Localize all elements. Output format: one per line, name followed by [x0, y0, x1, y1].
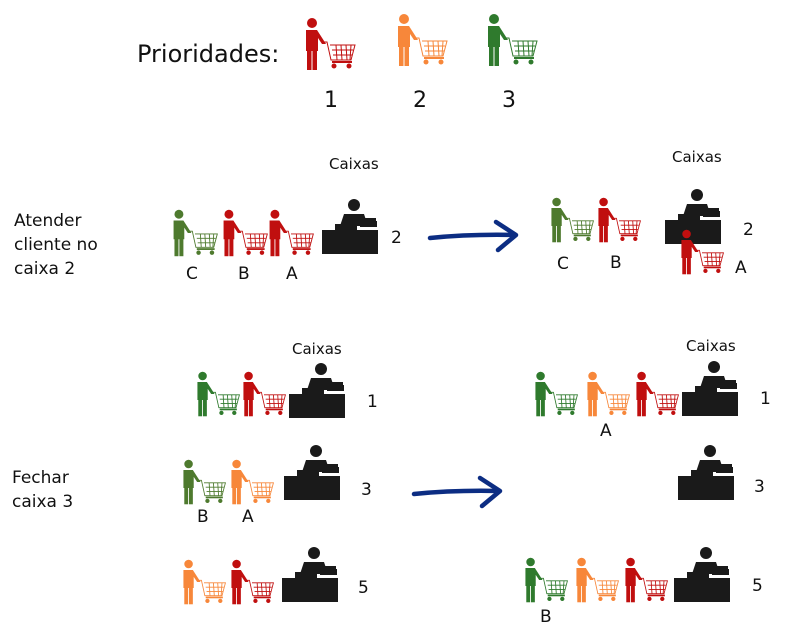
- caixas-label: Caixas: [672, 148, 722, 166]
- page-title: Prioridades:: [137, 40, 280, 68]
- customer-label: C: [186, 264, 198, 284]
- customer-label: A: [600, 421, 612, 441]
- shopper-red-icon: [678, 228, 726, 276]
- shopper-red-icon: [622, 556, 670, 604]
- shopper-red-icon: [228, 558, 276, 606]
- cashier-register-icon: [287, 362, 347, 420]
- shopper-red-icon: [266, 208, 316, 258]
- register-number: 1: [367, 392, 378, 412]
- shopper-orange-icon: [584, 370, 632, 418]
- arrow-right-icon: [426, 218, 522, 254]
- customer-label: B: [238, 264, 250, 284]
- shopper-red-icon: [220, 208, 270, 258]
- shopper-orange-icon: [228, 458, 276, 506]
- shopper-green-icon: [194, 370, 242, 418]
- register-number: 3: [361, 480, 372, 500]
- shopper-olive-icon: [548, 196, 596, 244]
- shopper-olive-icon: [170, 208, 220, 258]
- customer-label: A: [286, 264, 298, 284]
- priority-number: 2: [413, 88, 427, 113]
- shopper-red-icon: [240, 370, 288, 418]
- side-label: Fechar caixa 3: [12, 468, 74, 512]
- side-label: Atender cliente no caixa 2: [14, 211, 98, 279]
- caixas-label: Caixas: [686, 337, 736, 355]
- shopper-red-icon: [302, 16, 358, 72]
- cashier-register-icon: [672, 546, 732, 604]
- priority-number: 3: [502, 88, 516, 113]
- register-number: 1: [760, 389, 771, 409]
- cashier-register-icon: [282, 444, 342, 502]
- priority-number: 1: [324, 88, 338, 113]
- customer-label: B: [610, 253, 622, 273]
- shopper-orange-icon: [573, 556, 621, 604]
- caixas-label: Caixas: [329, 155, 379, 173]
- shopper-green-icon: [522, 556, 570, 604]
- shopper-orange-icon: [394, 12, 450, 68]
- customer-label: A: [242, 507, 254, 527]
- shopper-red-icon: [595, 196, 643, 244]
- register-number: 2: [391, 228, 402, 248]
- arrow-right-icon: [410, 474, 506, 510]
- register-number: 2: [743, 220, 754, 240]
- cashier-register-icon: [320, 198, 380, 256]
- cashier-register-icon: [676, 444, 736, 502]
- cashier-register-icon: [280, 546, 340, 604]
- customer-label: B: [540, 607, 552, 627]
- shopper-green-icon: [532, 370, 580, 418]
- customer-label: B: [197, 507, 209, 527]
- caixas-label: Caixas: [292, 340, 342, 358]
- cashier-register-icon: [680, 360, 740, 418]
- register-number: 5: [752, 576, 763, 596]
- shopper-orange-icon: [180, 558, 228, 606]
- customer-label: A: [735, 258, 747, 278]
- register-number: 5: [358, 578, 369, 598]
- customer-label: C: [557, 254, 569, 274]
- shopper-green-icon: [484, 12, 540, 68]
- register-number: 3: [754, 477, 765, 497]
- shopper-olive-icon: [180, 458, 228, 506]
- shopper-red-icon: [633, 370, 681, 418]
